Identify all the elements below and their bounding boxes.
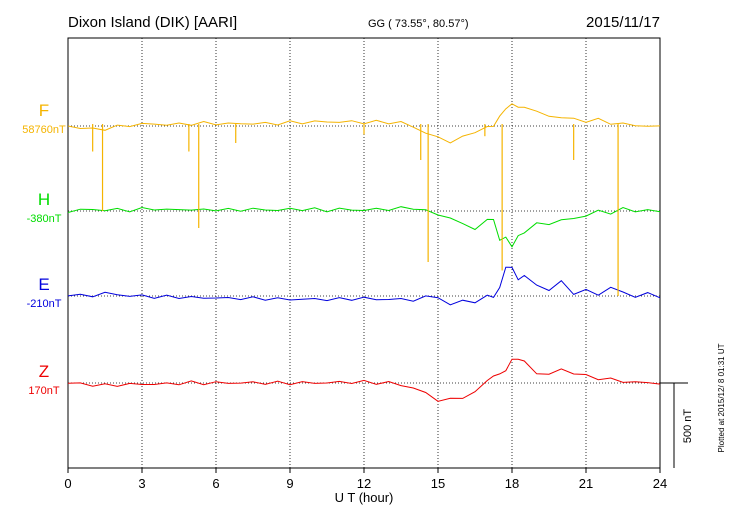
x-tick-label: 3 <box>138 476 145 491</box>
coordinates-label: GG ( 73.55°, 80.57°) <box>368 18 469 30</box>
series-label-f: F <box>39 101 49 120</box>
series-label-e: E <box>38 275 49 294</box>
series-line-f <box>67 103 661 144</box>
x-axis-label: U T (hour) <box>335 490 394 505</box>
grid-lines <box>141 38 587 468</box>
x-tick-label: 9 <box>286 476 293 491</box>
x-tick-label: 0 <box>64 476 71 491</box>
series-labels: F 58760nT H -380nT E -210nT Z 170nT <box>22 101 66 397</box>
x-tick-label: 15 <box>431 476 445 491</box>
x-tick-label: 21 <box>579 476 593 491</box>
scale-bar-label: 500 nT <box>682 409 694 444</box>
series-line-z <box>67 358 661 402</box>
series-label-z: Z <box>39 362 49 381</box>
station-title: Dixon Island (DIK) [AARI] <box>68 14 237 31</box>
series-baseline-f: 58760nT <box>22 124 66 136</box>
x-tick-label: 24 <box>653 476 667 491</box>
x-tick-label: 6 <box>212 476 219 491</box>
series-line-h <box>67 206 661 248</box>
x-axis-ticks: 0 3 6 9 12 15 18 21 24 <box>64 468 667 491</box>
x-tick-label: 12 <box>357 476 371 491</box>
plot-frame <box>67 37 661 469</box>
series-baseline-e: -210nT <box>27 298 62 310</box>
date-label: 2015/11/17 <box>586 14 660 31</box>
series-line-e <box>67 266 661 306</box>
series-baseline-z: 170nT <box>28 385 59 397</box>
plotted-at-label: Plotted at 2015/12/ 8 01:31 UT <box>717 343 726 452</box>
x-tick-label: 18 <box>505 476 519 491</box>
series-group <box>67 103 661 402</box>
series-label-h: H <box>38 190 50 209</box>
series-baseline-h: -380nT <box>27 213 62 225</box>
